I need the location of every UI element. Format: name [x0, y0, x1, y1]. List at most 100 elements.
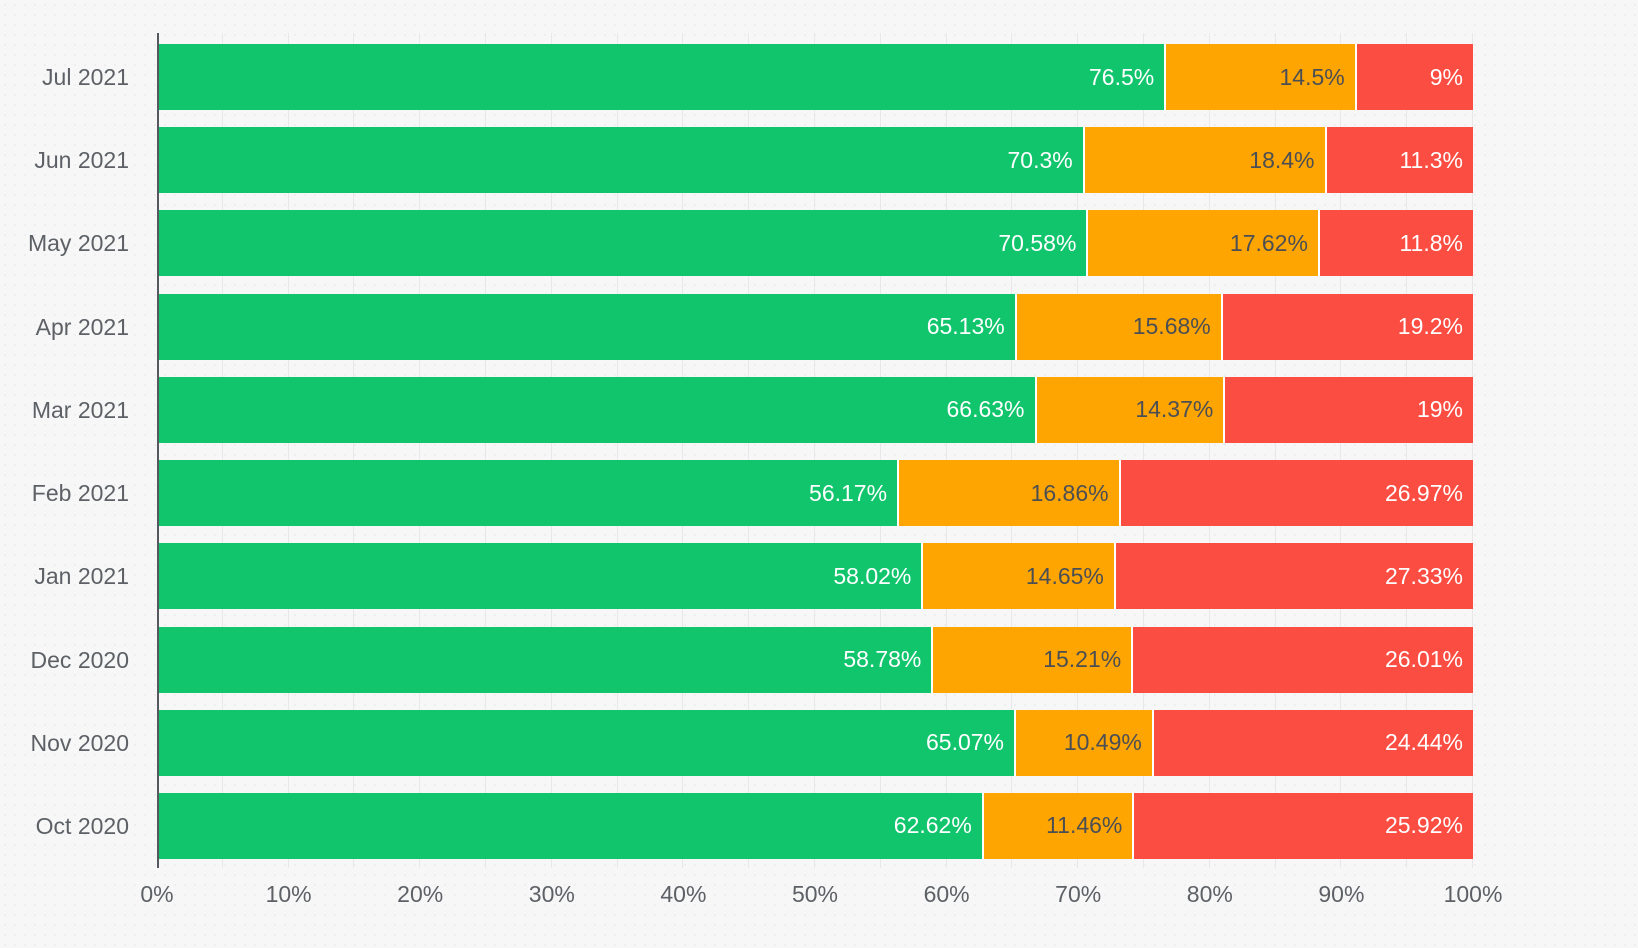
bar-row: Dec 2020 58.78% 15.21% 26.01%: [31, 626, 1473, 693]
segment-value-label: 27.33%: [1384, 562, 1463, 589]
bar-segment-orange[interactable]: 14.5%: [1164, 44, 1355, 110]
gridline: [945, 33, 947, 868]
bar-segment-green[interactable]: 65.13%: [159, 293, 1015, 360]
gridline: [1011, 33, 1013, 868]
x-axis-tick-label: 0%: [140, 881, 174, 907]
bar-segment-red[interactable]: 24.44%: [1151, 709, 1473, 776]
bar-segment-orange[interactable]: 11.46%: [981, 792, 1133, 859]
gridline: [1208, 33, 1210, 868]
segment-value-label: 58.78%: [843, 646, 922, 673]
x-axis-tick-label: 30%: [528, 881, 575, 907]
bar-row: Jun 2021 70.3% 18.4% 11.3%: [34, 127, 1473, 194]
segment-value-label: 15.21%: [1043, 646, 1122, 673]
bar-segment-green[interactable]: 76.5%: [159, 44, 1165, 110]
segment-value-label: 14.65%: [1025, 562, 1104, 589]
bar-segment-red[interactable]: 26.01%: [1131, 626, 1473, 693]
gridline: [1472, 33, 1473, 868]
bar-segment-green[interactable]: 70.58%: [159, 210, 1087, 277]
bar-segment-red[interactable]: 25.92%: [1132, 792, 1473, 859]
category-label: Apr 2021: [35, 313, 129, 340]
segment-value-label: 10.49%: [1063, 729, 1142, 756]
category-label: Jul 2021: [42, 64, 129, 90]
bar-segment-orange[interactable]: 17.62%: [1086, 210, 1318, 277]
segment-value-label: 15.68%: [1132, 313, 1211, 340]
gridline: [1143, 33, 1144, 868]
y-axis-line: [157, 33, 159, 868]
gridline: [1274, 33, 1276, 868]
gridline: [485, 33, 486, 868]
plot-area: Jul 2021 76.5% 14.5% 9% Jun 2021 70.3% 18.4% 11…: [28, 33, 1473, 868]
bar-row: May 2021 70.58% 17.62% 11.8%: [28, 210, 1473, 277]
segment-value-label: 66.63%: [946, 396, 1025, 423]
bar-segment-green[interactable]: 58.78%: [159, 626, 932, 693]
bar-segment-green[interactable]: 62.62%: [159, 792, 982, 859]
gridline: [1077, 33, 1079, 868]
bar-segment-orange[interactable]: 15.68%: [1014, 293, 1221, 360]
segment-value-label: 26.97%: [1384, 479, 1463, 506]
category-label: Nov 2020: [30, 729, 129, 756]
segment-value-label: 70.58%: [998, 229, 1077, 256]
bar-segment-orange[interactable]: 10.49%: [1014, 709, 1152, 776]
x-axis-tick-label: 80%: [1186, 881, 1233, 907]
segment-value-label: 65.07%: [926, 729, 1005, 756]
x-axis-tick-label: 20%: [397, 881, 444, 907]
bar-segment-green[interactable]: 66.63%: [159, 376, 1035, 443]
segment-value-label: 17.62%: [1229, 229, 1308, 256]
bar-row: Feb 2021 56.17% 16.86% 26.97%: [32, 460, 1473, 527]
segment-value-label: 9%: [1429, 63, 1463, 90]
bar-segment-orange[interactable]: 18.4%: [1082, 127, 1325, 194]
gridline: [748, 33, 750, 868]
segment-value-label: 11.46%: [1046, 812, 1123, 839]
gridline: [1406, 33, 1408, 868]
segment-value-label: 58.02%: [833, 562, 912, 589]
bar-segment-red[interactable]: 26.97%: [1118, 460, 1473, 527]
segment-value-label: 14.5%: [1279, 63, 1345, 90]
bar-segment-orange[interactable]: 14.65%: [921, 543, 1114, 610]
bar-segment-orange[interactable]: 15.21%: [931, 626, 1132, 693]
bar-segment-red[interactable]: 11.8%: [1317, 210, 1473, 277]
bar-row: Nov 2020 65.07% 10.49% 24.44%: [31, 709, 1473, 776]
bar-segment-orange[interactable]: 16.86%: [897, 460, 1119, 527]
bar-segment-green[interactable]: 58.02%: [159, 543, 922, 610]
bar-segment-red[interactable]: 11.3%: [1324, 127, 1473, 194]
bar-row: Oct 2020 62.62% 11.46% 25.92%: [36, 792, 1473, 859]
bar-segment-red[interactable]: 9%: [1354, 44, 1473, 110]
segment-value-label: 56.17%: [809, 479, 888, 506]
x-axis-tick-label: 50%: [791, 881, 839, 907]
bar-row: Apr 2021 65.13% 15.68% 19.2%: [36, 293, 1473, 360]
segment-value-label: 25.92%: [1384, 812, 1463, 839]
segment-value-label: 16.86%: [1030, 479, 1109, 506]
bar-segment-red[interactable]: 19%: [1223, 376, 1473, 443]
bar-segment-green[interactable]: 65.07%: [159, 709, 1015, 776]
segment-value-label: 19%: [1416, 396, 1463, 423]
bar-row: Jul 2021 76.5% 14.5% 9%: [42, 44, 1473, 110]
bar-row: Jan 2021 58.02% 14.65% 27.33%: [34, 543, 1473, 610]
segment-value-label: 62.62%: [893, 812, 972, 839]
gridline: [550, 33, 552, 868]
segment-value-label: 11.8%: [1399, 229, 1463, 256]
category-label: Jan 2021: [34, 563, 129, 590]
category-label: Jun 2021: [34, 147, 129, 174]
category-label: May 2021: [27, 230, 129, 257]
segment-value-label: 18.4%: [1249, 146, 1315, 173]
gridline: [287, 33, 289, 868]
bar-segment-green[interactable]: 70.3%: [159, 127, 1083, 194]
gridline: [1340, 33, 1342, 868]
x-axis-tick-label: 10%: [265, 881, 312, 907]
bar-rows-layer: Jul 2021 76.5% 14.5% 9% Jun 2021 70.3% 18.4% 11…: [28, 44, 1473, 859]
bar-row: Mar 2021 66.63% 14.37% 19%: [32, 376, 1473, 443]
category-label: Oct 2020: [35, 812, 129, 839]
bar-segment-red[interactable]: 19.2%: [1220, 293, 1473, 360]
segment-value-label: 65.13%: [926, 313, 1005, 340]
gridline: [682, 33, 684, 868]
bar-segment-green[interactable]: 56.17%: [159, 460, 898, 527]
bar-segment-orange[interactable]: 14.37%: [1034, 376, 1224, 443]
gridline: [221, 33, 223, 868]
category-label: Feb 2021: [31, 480, 129, 507]
bar-segment-red[interactable]: 27.33%: [1113, 543, 1473, 610]
segment-value-label: 24.44%: [1384, 729, 1463, 756]
gridline: [814, 33, 815, 868]
gridline: [616, 33, 618, 868]
x-axis-tick-label: 100%: [1443, 881, 1503, 907]
